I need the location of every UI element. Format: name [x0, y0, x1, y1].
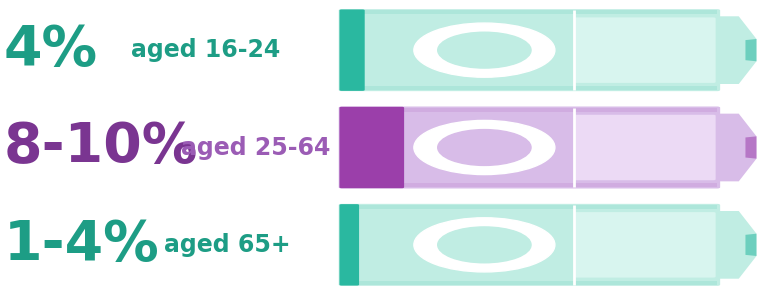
Circle shape	[414, 120, 555, 175]
Text: 1-4%: 1-4%	[4, 218, 160, 272]
Polygon shape	[717, 114, 756, 181]
FancyBboxPatch shape	[357, 205, 717, 209]
FancyBboxPatch shape	[574, 17, 716, 83]
Polygon shape	[746, 136, 756, 159]
FancyBboxPatch shape	[339, 9, 365, 91]
FancyBboxPatch shape	[574, 115, 716, 180]
FancyBboxPatch shape	[339, 204, 359, 286]
Text: aged 65+: aged 65+	[164, 233, 291, 257]
Circle shape	[438, 130, 531, 165]
Text: aged 25-64: aged 25-64	[181, 135, 330, 160]
Circle shape	[438, 227, 531, 263]
FancyBboxPatch shape	[362, 10, 717, 14]
FancyBboxPatch shape	[339, 204, 720, 286]
Circle shape	[438, 32, 531, 68]
Circle shape	[414, 218, 555, 272]
Polygon shape	[717, 211, 756, 279]
FancyBboxPatch shape	[402, 183, 717, 187]
FancyBboxPatch shape	[357, 281, 717, 285]
FancyBboxPatch shape	[362, 86, 717, 90]
FancyBboxPatch shape	[402, 108, 717, 112]
FancyBboxPatch shape	[574, 212, 716, 278]
FancyBboxPatch shape	[339, 107, 404, 188]
Polygon shape	[746, 39, 756, 61]
Text: 8-10%: 8-10%	[4, 120, 198, 175]
Polygon shape	[746, 234, 756, 256]
Text: 4%: 4%	[4, 23, 98, 77]
Text: aged 16-24: aged 16-24	[131, 38, 280, 62]
Polygon shape	[717, 16, 756, 84]
FancyBboxPatch shape	[339, 9, 720, 91]
Circle shape	[414, 23, 555, 77]
FancyBboxPatch shape	[339, 106, 720, 189]
